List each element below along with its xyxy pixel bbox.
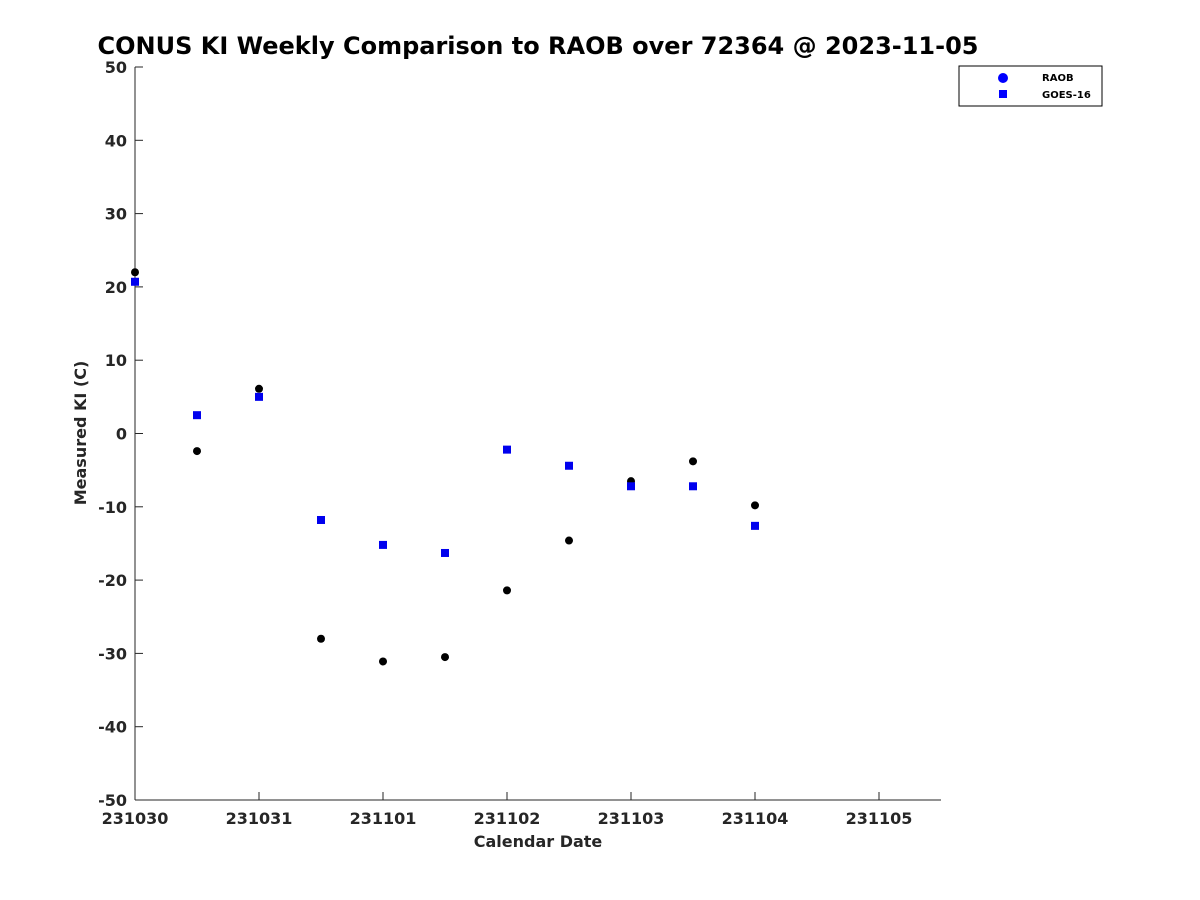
raob-point: [565, 536, 573, 545]
raob-point: [317, 634, 325, 643]
y-tick-label: 20: [105, 278, 127, 297]
y-tick-label: 50: [105, 58, 127, 77]
y-ticks: 50 40 30 20 10 0 -10 -20 -30 -40 -50: [98, 58, 143, 810]
legend-goes16-label: GOES-16: [1042, 90, 1091, 101]
y-tick-label: 10: [105, 351, 127, 370]
raob-point: [441, 653, 449, 662]
goes16-point: [441, 548, 449, 557]
raob-point: [503, 586, 511, 595]
y-tick-label: -40: [98, 718, 127, 737]
chart-title: CONUS KI Weekly Comparison to RAOB over …: [98, 32, 979, 60]
x-tick-label: 231104: [722, 809, 789, 828]
raob-point: [689, 457, 697, 466]
x-tick-label: 231030: [102, 809, 169, 828]
x-tick-label: 231101: [350, 809, 417, 828]
y-axis-label: Measured KI (C): [71, 361, 90, 506]
goes16-point: [627, 482, 635, 491]
x-tick-label: 231102: [474, 809, 541, 828]
goes16-point: [255, 392, 263, 401]
x-ticks: 231030 231031 231101 231102 231103 231104 2311…: [102, 792, 913, 828]
legend-raob-marker: [998, 73, 1008, 83]
goes16-point: [503, 445, 511, 454]
goes16-point: [689, 482, 697, 491]
y-tick-label: -50: [98, 791, 127, 810]
y-tick-label: -20: [98, 571, 127, 590]
raob-point: [193, 447, 201, 456]
x-tick-label: 231031: [226, 809, 293, 828]
axes: [134, 67, 941, 801]
goes16-point: [751, 521, 759, 530]
x-axis-label: Calendar Date: [474, 832, 603, 851]
goes16-point: [193, 411, 201, 420]
goes16-point: [317, 515, 325, 524]
goes16-point: [379, 540, 387, 549]
x-tick-label: 231105: [846, 809, 913, 828]
raob-point: [131, 268, 139, 277]
legend: RAOB GOES-16: [958, 65, 1103, 107]
goes16-point: [131, 277, 139, 286]
goes16-point: [565, 461, 573, 470]
y-tick-label: -10: [98, 498, 127, 517]
y-tick-label: -30: [98, 644, 127, 663]
x-tick-label: 231103: [598, 809, 665, 828]
legend-raob-label: RAOB: [1042, 73, 1074, 84]
raob-point: [379, 657, 387, 666]
raob-point: [751, 501, 759, 510]
legend-box: [958, 65, 1103, 107]
y-tick-label: 40: [105, 131, 127, 150]
data-points: [131, 268, 759, 666]
legend-goes16-marker: [999, 90, 1007, 98]
raob-point: [255, 384, 263, 393]
y-tick-label: 0: [116, 425, 127, 444]
y-tick-label: 30: [105, 205, 127, 224]
